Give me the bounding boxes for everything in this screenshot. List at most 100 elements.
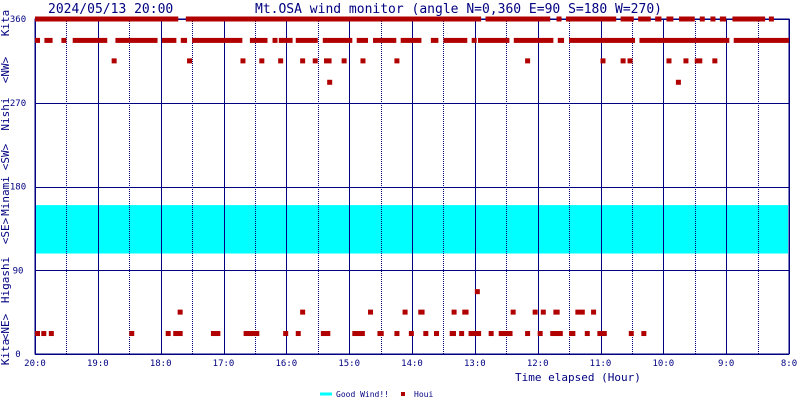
y-axis-label-segment: Minami (0, 176, 12, 216)
houi-point (283, 331, 289, 337)
houi-point (584, 331, 590, 337)
houi-point (161, 37, 177, 43)
houi-point (312, 58, 318, 64)
x-tick-label: 9:0 (718, 359, 734, 369)
houi-point (699, 16, 705, 22)
y-axis-label-segment: <SE> (0, 217, 12, 244)
houi-point (322, 37, 353, 43)
houi-point (129, 331, 135, 337)
houi-point (430, 37, 439, 43)
houi-point (666, 16, 674, 22)
houi-point (320, 331, 331, 337)
houi-point (513, 37, 554, 43)
houi-point (35, 16, 179, 22)
houi-point (402, 309, 408, 315)
houi-point (712, 58, 718, 64)
houi-point (41, 331, 47, 337)
houi-point (48, 331, 54, 337)
houi-point (423, 331, 429, 337)
y-axis-label-segment: Kita (0, 339, 12, 366)
houi-point (550, 331, 563, 337)
houi-point (600, 58, 606, 64)
houi-point (295, 37, 318, 43)
houi-point (557, 37, 565, 43)
houi-point (341, 58, 347, 64)
houi-point (679, 16, 695, 22)
houi-point (628, 331, 634, 337)
houi-point (666, 58, 672, 64)
houi-point (324, 58, 332, 64)
houi-point (537, 331, 543, 337)
y-tick-labels: 0 90 180 270 360 (10, 15, 26, 360)
houi-point (591, 309, 597, 315)
y-axis-label-segment: <SW> (0, 143, 12, 170)
houi-point (474, 289, 480, 295)
y-axis-label: Kita<NE>Higashi<SE>Minami<SW>Nishi<NW>Ki… (0, 10, 12, 366)
houi-point (556, 16, 562, 22)
houi-point (597, 331, 607, 337)
houi-point (259, 58, 265, 64)
y-tick-label: 180 (10, 183, 26, 193)
x-tick-label: 16:0 (275, 359, 297, 369)
legend: Good Wind!! Houi (320, 390, 433, 399)
houi-point (733, 37, 789, 43)
houi-point (532, 309, 538, 315)
chart-timestamp: 2024/05/13 20:00 (48, 2, 173, 17)
x-tick-label: 17:0 (213, 359, 235, 369)
houi-point (443, 37, 468, 43)
houi-point (510, 309, 516, 315)
houi-point (360, 58, 366, 64)
houi-point (187, 58, 193, 64)
houi-point (449, 331, 456, 337)
x-tick-label: 18:0 (150, 359, 172, 369)
y-axis-label-segment: <NW> (0, 56, 12, 83)
x-tick-label: 10:0 (652, 359, 674, 369)
houi-point (462, 309, 469, 315)
houi-point (620, 16, 634, 22)
houi-point (471, 37, 477, 43)
houi-point (180, 37, 188, 43)
y-axis-label-segment: Nishi (0, 97, 12, 130)
houi-point (44, 37, 53, 43)
y-axis-label-segment: Kita (0, 10, 12, 37)
houi-point (272, 37, 278, 43)
houi-point (477, 37, 510, 43)
houi-point (641, 331, 647, 337)
houi-point (468, 331, 482, 337)
houi-point (459, 331, 465, 337)
y-axis-label-segment: <NE> (0, 313, 12, 340)
houi-point (356, 37, 369, 43)
x-tick-label: 20:0 (24, 359, 46, 369)
houi-point (300, 58, 306, 64)
legend-good-wind-label: Good Wind!! (336, 390, 389, 399)
houi-point (540, 309, 546, 315)
houi-point (278, 58, 284, 64)
houi-points (35, 16, 789, 337)
houi-point (373, 37, 397, 43)
houi-point (377, 331, 384, 337)
houi-point (525, 58, 531, 64)
houi-point (210, 331, 221, 337)
y-tick-label: 90 (13, 266, 24, 276)
houi-point (243, 331, 260, 337)
houi-point (418, 309, 425, 315)
houi-point (185, 16, 482, 22)
houi-point (710, 16, 716, 22)
houi-point (569, 37, 636, 43)
houi-point (115, 37, 158, 43)
houi-point (525, 331, 531, 337)
houi-point (394, 58, 400, 64)
y-tick-label: 360 (10, 15, 26, 25)
houi-point (638, 16, 651, 22)
houi-point (352, 331, 365, 337)
houi-point (177, 309, 183, 315)
houi-point (111, 58, 117, 64)
houi-point (61, 37, 67, 43)
y-tick-label: 270 (10, 99, 26, 109)
houi-point (295, 331, 301, 337)
houi-point (639, 37, 730, 43)
houi-point (565, 16, 617, 22)
chart-title: Mt.OSA wind monitor (angle N=0,360 E=90 … (255, 2, 662, 17)
houi-point (35, 331, 40, 337)
x-tick-label: 12:0 (527, 359, 549, 369)
